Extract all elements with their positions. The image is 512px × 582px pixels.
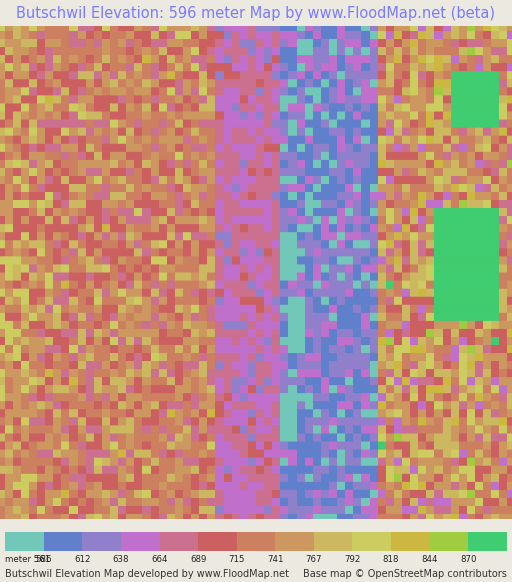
Text: Butschwil Elevation: 596 meter Map by www.FloodMap.net (beta): Butschwil Elevation: 596 meter Map by ww…	[16, 6, 496, 20]
Text: 612: 612	[74, 555, 91, 564]
Bar	[314, 531, 352, 551]
Bar	[430, 531, 468, 551]
Bar	[44, 531, 82, 551]
Bar	[121, 531, 160, 551]
Text: Base map © OpenStreetMap contributors: Base map © OpenStreetMap contributors	[303, 569, 507, 580]
Bar	[391, 531, 430, 551]
Bar	[275, 531, 314, 551]
Bar	[198, 531, 237, 551]
Bar	[468, 531, 507, 551]
Text: 689: 689	[190, 555, 206, 564]
Bar	[160, 531, 198, 551]
Text: 818: 818	[383, 555, 399, 564]
Text: 767: 767	[306, 555, 322, 564]
Text: 586: 586	[35, 555, 52, 564]
Text: 638: 638	[113, 555, 129, 564]
Text: 664: 664	[151, 555, 168, 564]
Text: Butschwil Elevation Map developed by www.FloodMap.net: Butschwil Elevation Map developed by www…	[5, 569, 289, 580]
Bar	[5, 531, 44, 551]
Text: 715: 715	[228, 555, 245, 564]
Text: 741: 741	[267, 555, 284, 564]
Bar	[82, 531, 121, 551]
Text: 792: 792	[344, 555, 360, 564]
Bar	[237, 531, 275, 551]
Text: 870: 870	[460, 555, 477, 564]
Bar	[352, 531, 391, 551]
Text: meter 561: meter 561	[5, 555, 50, 564]
Text: 844: 844	[421, 555, 438, 564]
